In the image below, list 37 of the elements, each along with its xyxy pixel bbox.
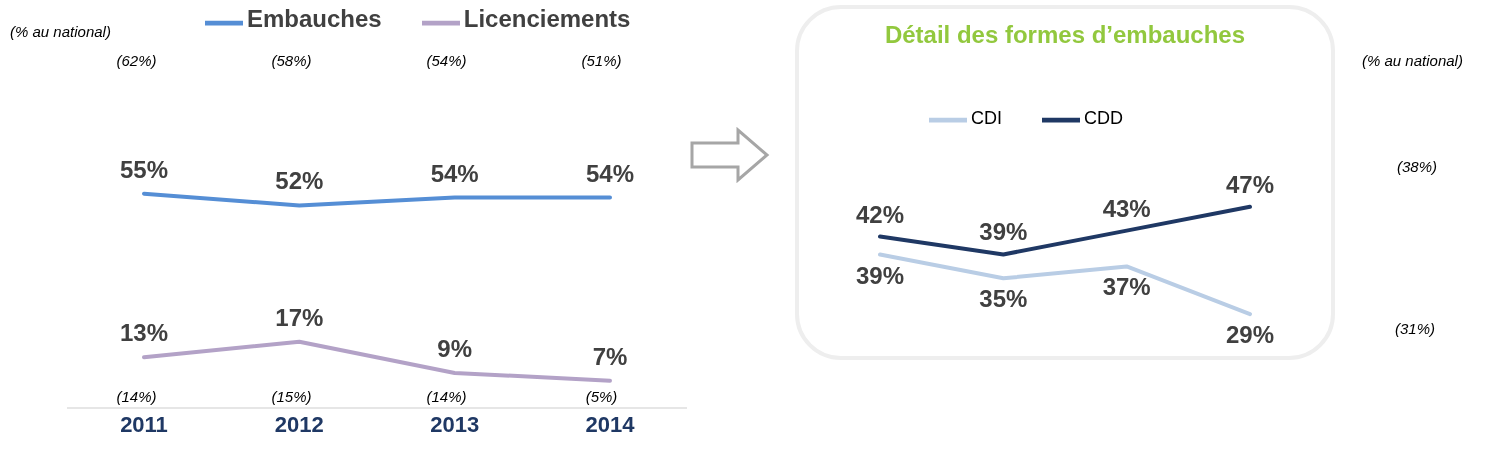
text: (38%) <box>1397 158 1438 175</box>
data-label: 42% <box>855 200 905 228</box>
text: (14%) <box>426 388 467 405</box>
data-label: 37% <box>1102 273 1151 301</box>
text: (62%) <box>116 52 157 69</box>
x-tick-label: 2012 <box>274 411 324 437</box>
data-label: 39% <box>855 261 905 289</box>
text: (58%) <box>271 52 312 69</box>
chart-title: Détail des formes d’embauches <box>883 21 1247 49</box>
data-label: 29% <box>1225 321 1275 349</box>
text: (14%) <box>116 388 157 405</box>
data-label: 35% <box>979 285 1028 313</box>
data-label: 13% <box>119 319 169 347</box>
x-tick-label: 2014 <box>585 411 636 437</box>
text: (5%) <box>585 388 618 405</box>
data-label: 54% <box>585 159 635 187</box>
data-label: 7% <box>592 342 628 370</box>
x-tick-label: 2011 <box>120 411 168 437</box>
data-label: 52% <box>275 167 324 195</box>
text: (51%) <box>581 52 622 69</box>
text: (31%) <box>1395 320 1436 337</box>
legend-label: Embauches <box>247 5 382 33</box>
x-tick-label: 2013 <box>430 411 480 437</box>
data-label: 17% <box>275 303 324 331</box>
text: (54%) <box>426 52 467 69</box>
data-label: 43% <box>1102 194 1151 222</box>
data-label: 55% <box>119 155 169 183</box>
legend-label: CDI <box>971 108 1002 129</box>
legend-label: CDD <box>1084 108 1123 129</box>
text: (% au national) <box>1362 52 1463 69</box>
legend-label: Licenciements <box>463 5 631 33</box>
data-label: 39% <box>979 218 1028 246</box>
data-label: 9% <box>437 334 473 362</box>
data-label: 47% <box>1225 170 1275 198</box>
data-label: 54% <box>430 159 479 187</box>
text: (% au national) <box>10 23 111 40</box>
text: (15%) <box>271 388 312 405</box>
